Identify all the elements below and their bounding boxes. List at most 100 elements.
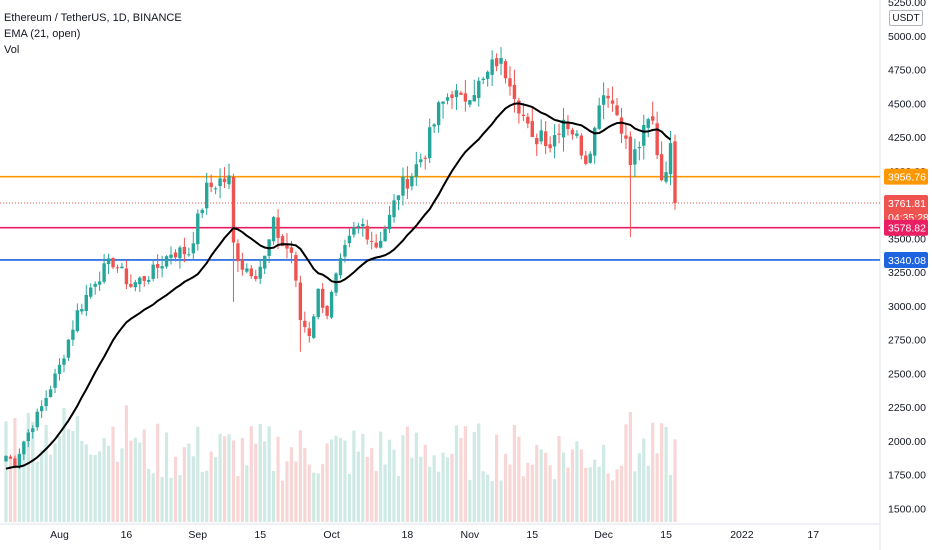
candle-body: [325, 305, 329, 316]
candle-body: [13, 458, 17, 466]
candle-body: [48, 389, 53, 398]
volume-bar: [472, 432, 476, 522]
volume-bar: [633, 471, 637, 522]
volume-bar: [387, 439, 392, 522]
candle-body: [343, 245, 347, 257]
candle-body: [169, 254, 173, 258]
volume-bar: [405, 426, 409, 522]
candle-body: [17, 454, 22, 466]
blue-level-tag: [884, 251, 928, 268]
symbol-title[interactable]: Ethereum / TetherUS, 1D, BINANCE: [4, 12, 182, 24]
x-tick-label: Aug: [50, 529, 69, 541]
candle-body: [642, 124, 646, 146]
candle-body: [200, 209, 204, 214]
volume-bar: [75, 416, 79, 522]
volume-bar: [526, 462, 530, 522]
ema-indicator-label[interactable]: EMA (21, open): [4, 28, 81, 40]
volume-bar: [187, 443, 191, 522]
volume-bar: [673, 439, 677, 522]
volume-bar: [276, 436, 280, 522]
volume-bar: [410, 457, 414, 522]
candle-body: [133, 282, 138, 288]
candle-body: [164, 256, 169, 267]
candle-body: [619, 117, 624, 134]
volume-bar: [450, 453, 454, 522]
y-tick-label: 2000.00: [888, 436, 926, 448]
y-tick-label: 4750.00: [888, 65, 926, 77]
volume-bar: [615, 469, 619, 522]
candle-body: [320, 288, 325, 308]
volume-bar: [481, 471, 485, 522]
volume-bar: [579, 449, 583, 522]
candle-body: [66, 339, 71, 358]
volume-bar: [147, 468, 151, 522]
red-level-tag: [884, 219, 928, 236]
volume-bar: [365, 456, 369, 522]
candle-body: [285, 244, 289, 249]
candle-body: [57, 364, 62, 374]
candle-body: [441, 101, 445, 104]
volume-bar: [280, 480, 285, 522]
volume-bar: [588, 467, 592, 522]
volume-bar: [356, 451, 360, 522]
x-tick-label: 18: [402, 529, 414, 541]
volume-bar: [84, 444, 88, 522]
volume-bar: [209, 451, 213, 522]
candle-body: [347, 235, 352, 244]
volume-bar: [566, 467, 570, 522]
candle-body: [575, 133, 579, 136]
volume-bar: [660, 423, 664, 522]
volume-bar: [200, 471, 204, 522]
candle-body: [205, 182, 209, 209]
y-tick-label: 1750.00: [888, 470, 926, 482]
candle-body: [312, 316, 316, 338]
volume-bar: [133, 437, 137, 522]
candle-body: [151, 264, 155, 279]
volume-bar: [178, 475, 182, 522]
candle-body: [535, 138, 539, 145]
volume-bar: [530, 464, 534, 522]
volume-bar: [44, 424, 48, 522]
x-tick-label: Nov: [460, 529, 479, 541]
volume-bar: [321, 464, 325, 522]
candle-body: [463, 93, 468, 102]
candle-body: [646, 119, 650, 128]
volume-bar: [593, 459, 597, 522]
volume-bar: [535, 444, 539, 522]
candle-body: [245, 268, 249, 272]
volume-bar: [361, 434, 365, 522]
volume-bar: [325, 443, 329, 522]
candle-body: [673, 141, 677, 204]
volume-bar: [383, 464, 387, 522]
volume-bar: [160, 477, 164, 522]
candle-body: [196, 213, 200, 245]
volume-indicator-label[interactable]: Vol: [4, 44, 20, 56]
candle-body: [44, 398, 48, 407]
candle-body: [352, 227, 356, 235]
volume-bar: [312, 472, 316, 522]
currency-unit-button[interactable]: USDT: [889, 10, 923, 26]
candle-body: [651, 116, 655, 121]
volume-bar: [370, 448, 374, 522]
volume-bar: [329, 439, 334, 522]
x-tick-label: Oct: [323, 529, 339, 541]
volume-bar: [619, 465, 624, 522]
candle-body: [222, 178, 227, 183]
candle-body: [579, 135, 584, 156]
volume-bar: [401, 435, 405, 522]
candle-body: [209, 182, 213, 188]
candle-body: [316, 288, 320, 318]
blue-level-tag-label: 3340.08: [888, 255, 926, 267]
candle-body: [615, 105, 619, 116]
volume-bar: [512, 424, 517, 522]
volume-bar: [503, 453, 508, 522]
volume-bar: [258, 423, 262, 522]
volume-bar: [98, 451, 102, 522]
volume-bar: [334, 435, 338, 522]
candle-body: [428, 127, 432, 159]
volume-bar: [610, 480, 615, 522]
x-tick-label: 15: [254, 529, 266, 541]
volume-bar: [111, 426, 115, 522]
volume-bar: [374, 471, 378, 522]
